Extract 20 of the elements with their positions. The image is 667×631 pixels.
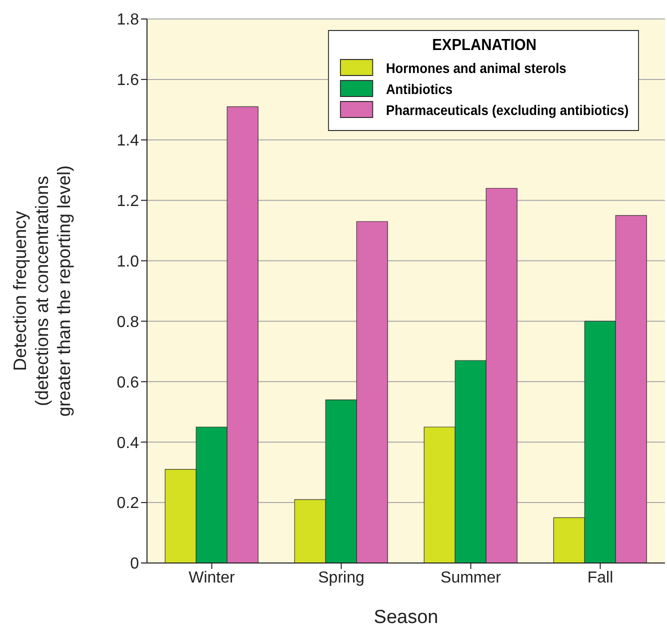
y-tick-label: 0.2 [116,495,140,512]
legend-title: EXPLANATION [431,37,538,55]
x-tick-label: Fall [587,569,614,586]
y-tick-label: 0.6 [116,374,140,392]
y-tick-label: 1.4 [116,132,140,150]
x-tick-label: Summer [440,569,502,586]
x-axis-title: Season [374,607,438,628]
legend-label: Pharmaceuticals (excluding antibiotics) [386,102,629,118]
legend-label: Hormones and animal sterols [386,60,567,76]
x-tick-label: Spring [318,569,364,586]
y-tick-label: 0.8 [116,314,140,331]
x-tick-label: Winter [188,569,236,586]
y-tick-label: 1.0 [116,253,140,270]
y-tick-label: 1.2 [116,193,140,210]
y-tick-label: 0 [130,556,140,573]
y-tick-label: 1.8 [116,12,140,29]
y-tick-label: 0.4 [116,434,140,452]
y-axis-title: Detection frequency (detections at concentrations greater than the reporting level) [10,165,74,417]
legend-label: Antibiotics [386,80,453,96]
y-tick-label: 1.6 [116,72,140,90]
